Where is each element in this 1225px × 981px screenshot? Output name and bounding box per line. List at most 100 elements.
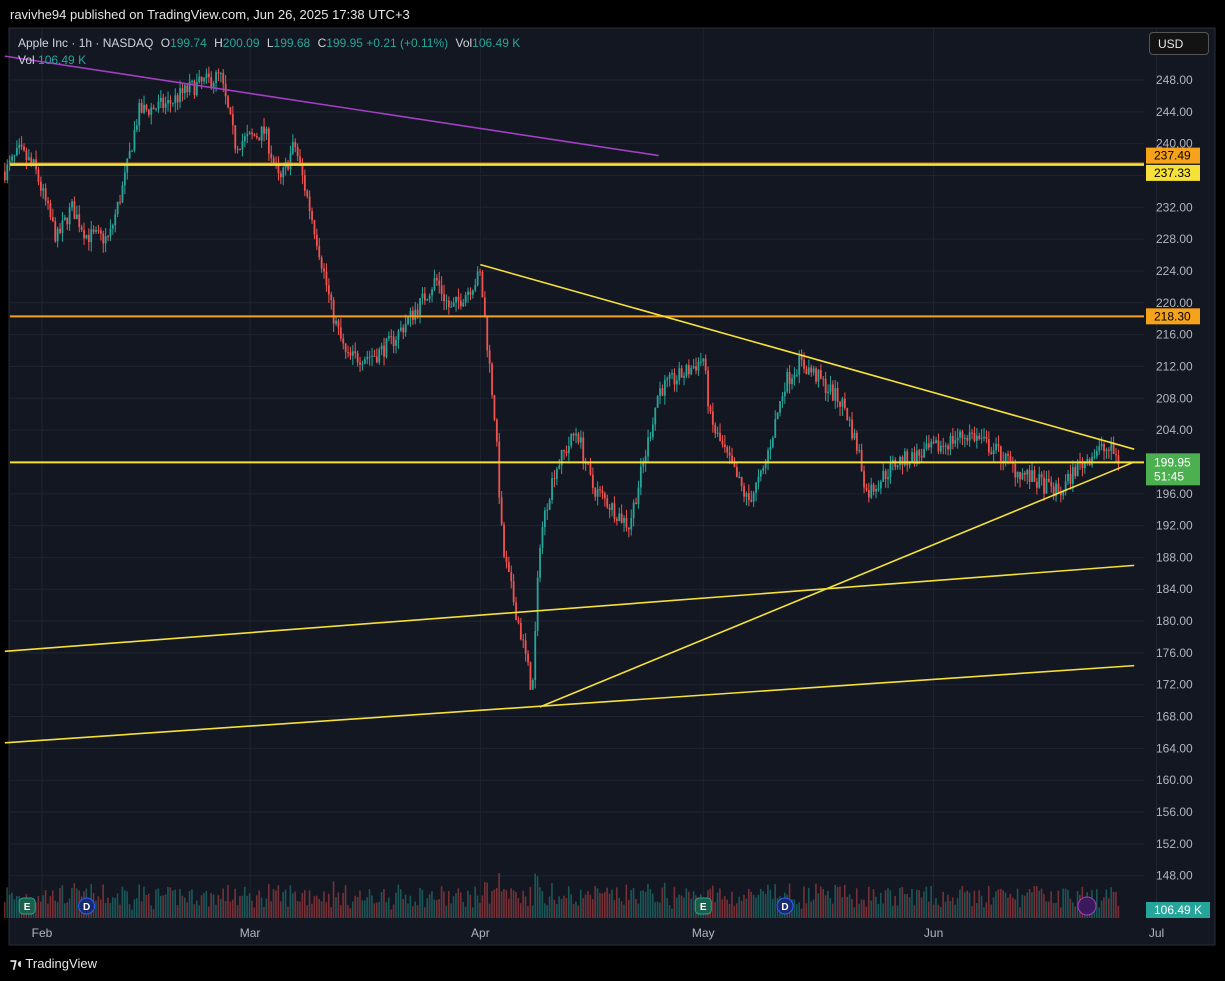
candle-body	[980, 437, 983, 439]
volume-bar	[246, 895, 248, 918]
candle-body	[99, 230, 102, 234]
volume-bar	[867, 886, 870, 918]
volume-bar	[392, 904, 395, 918]
volume-bar	[738, 896, 740, 918]
chart-legend[interactable]: Apple Inc · 1h · NASDAQ O199.74 H200.09 …	[18, 35, 520, 69]
volume-bar	[1069, 898, 1072, 918]
volume-bar	[1026, 892, 1028, 918]
candle-body	[555, 468, 558, 479]
volume-bar	[335, 897, 337, 918]
volume-bar	[347, 905, 349, 918]
y-tick-label: 156.00	[1156, 805, 1193, 819]
y-tick-label: 152.00	[1156, 837, 1193, 851]
candle-body	[575, 433, 577, 436]
candle-body	[517, 620, 520, 623]
volume-bar	[639, 890, 642, 918]
candle-body	[407, 317, 409, 324]
candle-body	[639, 466, 642, 488]
candle-body	[73, 201, 76, 220]
volume-bar	[507, 898, 510, 918]
symbol-label[interactable]: Apple Inc · 1h · NASDAQ	[18, 36, 154, 50]
volume-bar	[471, 907, 474, 918]
volume-bar	[356, 897, 359, 918]
candle-body	[858, 449, 861, 451]
candle-body	[54, 221, 57, 242]
volume-bar	[301, 893, 304, 918]
volume-bar	[263, 907, 265, 918]
volume-bar	[1074, 906, 1076, 918]
volume-bar	[944, 901, 947, 918]
volume-bar	[716, 892, 719, 918]
candle-body	[995, 444, 997, 451]
candle-body	[51, 217, 54, 222]
candle-body	[215, 72, 217, 84]
volume-bar	[128, 904, 131, 918]
y-tick-label: 208.00	[1156, 391, 1193, 405]
candle-body	[767, 450, 769, 462]
volume-bar	[841, 897, 844, 918]
candle-body	[846, 407, 849, 421]
candle-body	[486, 317, 489, 351]
volume-bar	[1107, 898, 1110, 918]
volume-bar	[747, 888, 750, 918]
candle-body	[183, 85, 186, 94]
candle-body	[462, 302, 465, 307]
volume-indicator-label[interactable]: Vol	[18, 53, 35, 67]
candle-body	[836, 387, 839, 402]
candle-body	[647, 437, 649, 457]
candle-body	[212, 83, 215, 88]
candle-body	[447, 300, 450, 308]
currency-button[interactable]: USD	[1149, 32, 1209, 55]
volume-bar	[239, 895, 241, 918]
x-tick-label: Jun	[924, 926, 943, 940]
candle-body	[671, 373, 673, 375]
y-tick-label: 204.00	[1156, 423, 1193, 437]
candle-body	[495, 419, 498, 442]
candle-body	[903, 451, 906, 466]
candle-body	[860, 449, 863, 472]
volume-bar	[368, 889, 371, 918]
candle-body	[608, 507, 611, 510]
candle-body	[493, 395, 496, 420]
volume-bar	[908, 897, 911, 918]
candle-body	[133, 129, 136, 151]
candle-body	[685, 364, 688, 376]
candle-body	[222, 73, 225, 84]
candle-body	[889, 462, 892, 478]
candle-body	[551, 478, 553, 500]
candle-body	[143, 104, 145, 113]
volume-bar	[579, 889, 582, 918]
candle-body	[18, 144, 21, 149]
candle-body	[558, 465, 561, 469]
candle-body	[236, 148, 239, 150]
volume-bar	[179, 889, 181, 918]
candle-body	[872, 484, 875, 492]
volume-bar	[877, 903, 880, 918]
volume-bar	[431, 891, 433, 918]
candle-body	[781, 396, 784, 402]
candle-body	[155, 108, 157, 110]
tradingview-logo[interactable]: ⁊◖ TradingView	[10, 955, 97, 972]
candle-body	[961, 431, 964, 439]
volume-bar	[253, 907, 256, 918]
candle-body	[255, 136, 258, 138]
candle-body	[97, 230, 100, 232]
candle-body	[829, 384, 832, 392]
volume-bar	[1035, 886, 1038, 918]
candle-body	[570, 433, 573, 447]
volume-bar	[803, 886, 805, 918]
volume-bar	[395, 892, 397, 918]
candle-body	[512, 581, 515, 603]
volume-bar	[990, 904, 992, 918]
volume-bar	[363, 900, 366, 918]
candle-body	[349, 352, 352, 356]
volume-bar	[711, 885, 714, 918]
candle-body	[282, 167, 285, 178]
volume-bar	[661, 887, 664, 918]
volume-bar	[683, 897, 685, 918]
volume-bar	[505, 890, 508, 918]
candle-body	[855, 432, 858, 451]
candle-body	[1023, 472, 1026, 475]
volume-bar	[935, 898, 937, 918]
